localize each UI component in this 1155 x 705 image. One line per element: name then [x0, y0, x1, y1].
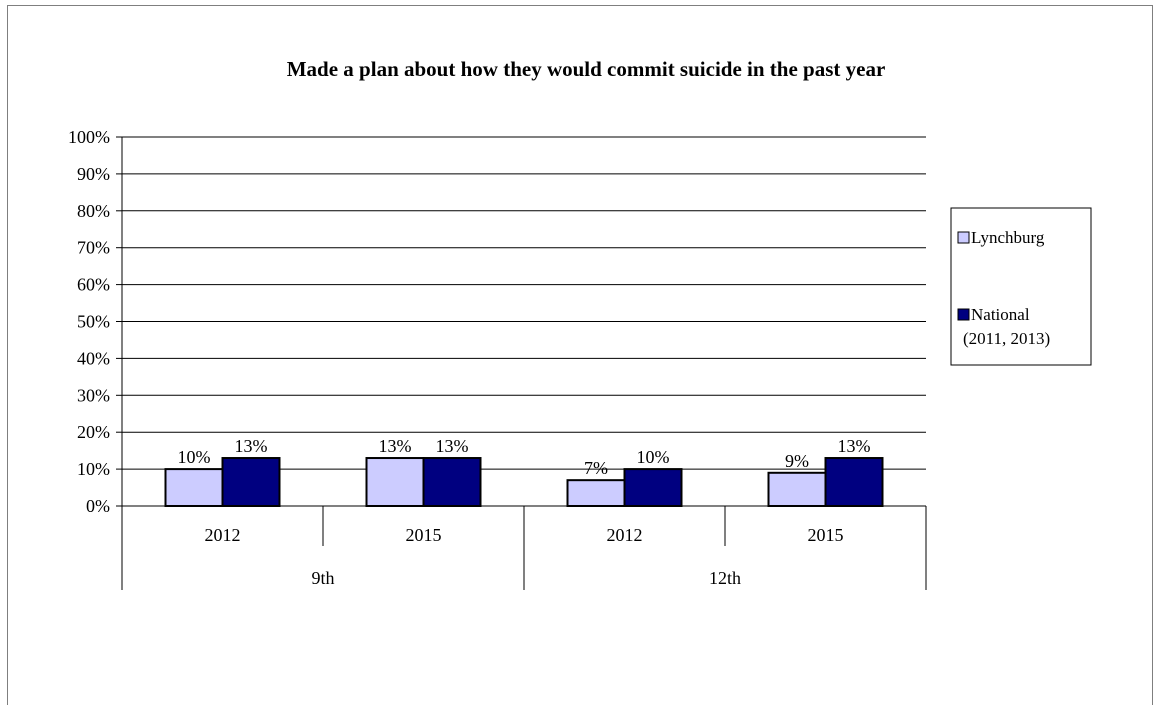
bar [422, 457, 482, 507]
data-label: 13% [235, 436, 268, 456]
data-label: 13% [436, 436, 469, 456]
legend: Lynchburg National (2011, 2013) [950, 207, 1092, 366]
y-tick-label: 50% [77, 312, 110, 332]
legend-box [950, 207, 1092, 366]
y-tick-label: 70% [77, 238, 110, 258]
legend-label-national: National [971, 305, 1030, 324]
x-group-label: 12th [709, 568, 741, 588]
data-label: 7% [584, 458, 608, 478]
chart-frame [7, 5, 1153, 705]
chart-title: Made a plan about how they would commit … [287, 57, 886, 81]
data-labels: 10% 13% 13% 13% 7% 10% 9% 13% [178, 436, 871, 478]
bar [566, 479, 626, 508]
legend-label-national-years: (2011, 2013) [963, 329, 1050, 348]
x-tick-label: 2015 [406, 525, 442, 545]
y-tick-label: 60% [77, 275, 110, 295]
x-group-label: 9th [311, 568, 334, 588]
x-tick-label: 2015 [808, 525, 844, 545]
bar [767, 471, 827, 508]
y-axis-ticks: 0% 10% 20% 30% 40% 50% 60% 70% 80% 90% 100% [68, 127, 123, 516]
x-tick-label: 2012 [205, 525, 241, 545]
data-label: 9% [785, 451, 809, 471]
legend-label-lynchburg: Lynchburg [971, 228, 1045, 247]
legend-swatch-national [957, 308, 970, 321]
bar [623, 468, 683, 508]
bars [164, 457, 884, 508]
data-label: 10% [178, 447, 211, 467]
x-axis: 2012 2015 2012 2015 9th 12th [121, 505, 927, 590]
grid-lines [122, 136, 926, 470]
y-tick-label: 30% [77, 385, 110, 405]
data-label: 13% [838, 436, 871, 456]
data-label: 10% [637, 447, 670, 467]
y-tick-label: 40% [77, 348, 110, 368]
y-tick-label: 80% [77, 201, 110, 221]
y-tick-label: 20% [77, 422, 110, 442]
y-tick-label: 90% [77, 164, 110, 184]
y-tick-label: 10% [77, 459, 110, 479]
legend-swatch-lynchburg [957, 231, 970, 244]
bar [221, 457, 281, 507]
x-tick-label: 2012 [607, 525, 643, 545]
y-tick-label: 0% [86, 496, 110, 516]
data-label: 13% [379, 436, 412, 456]
chart: Made a plan about how they would commit … [68, 57, 1092, 590]
bar [164, 468, 224, 508]
bar [365, 457, 425, 507]
bar [824, 457, 884, 507]
y-tick-label: 100% [68, 127, 110, 147]
